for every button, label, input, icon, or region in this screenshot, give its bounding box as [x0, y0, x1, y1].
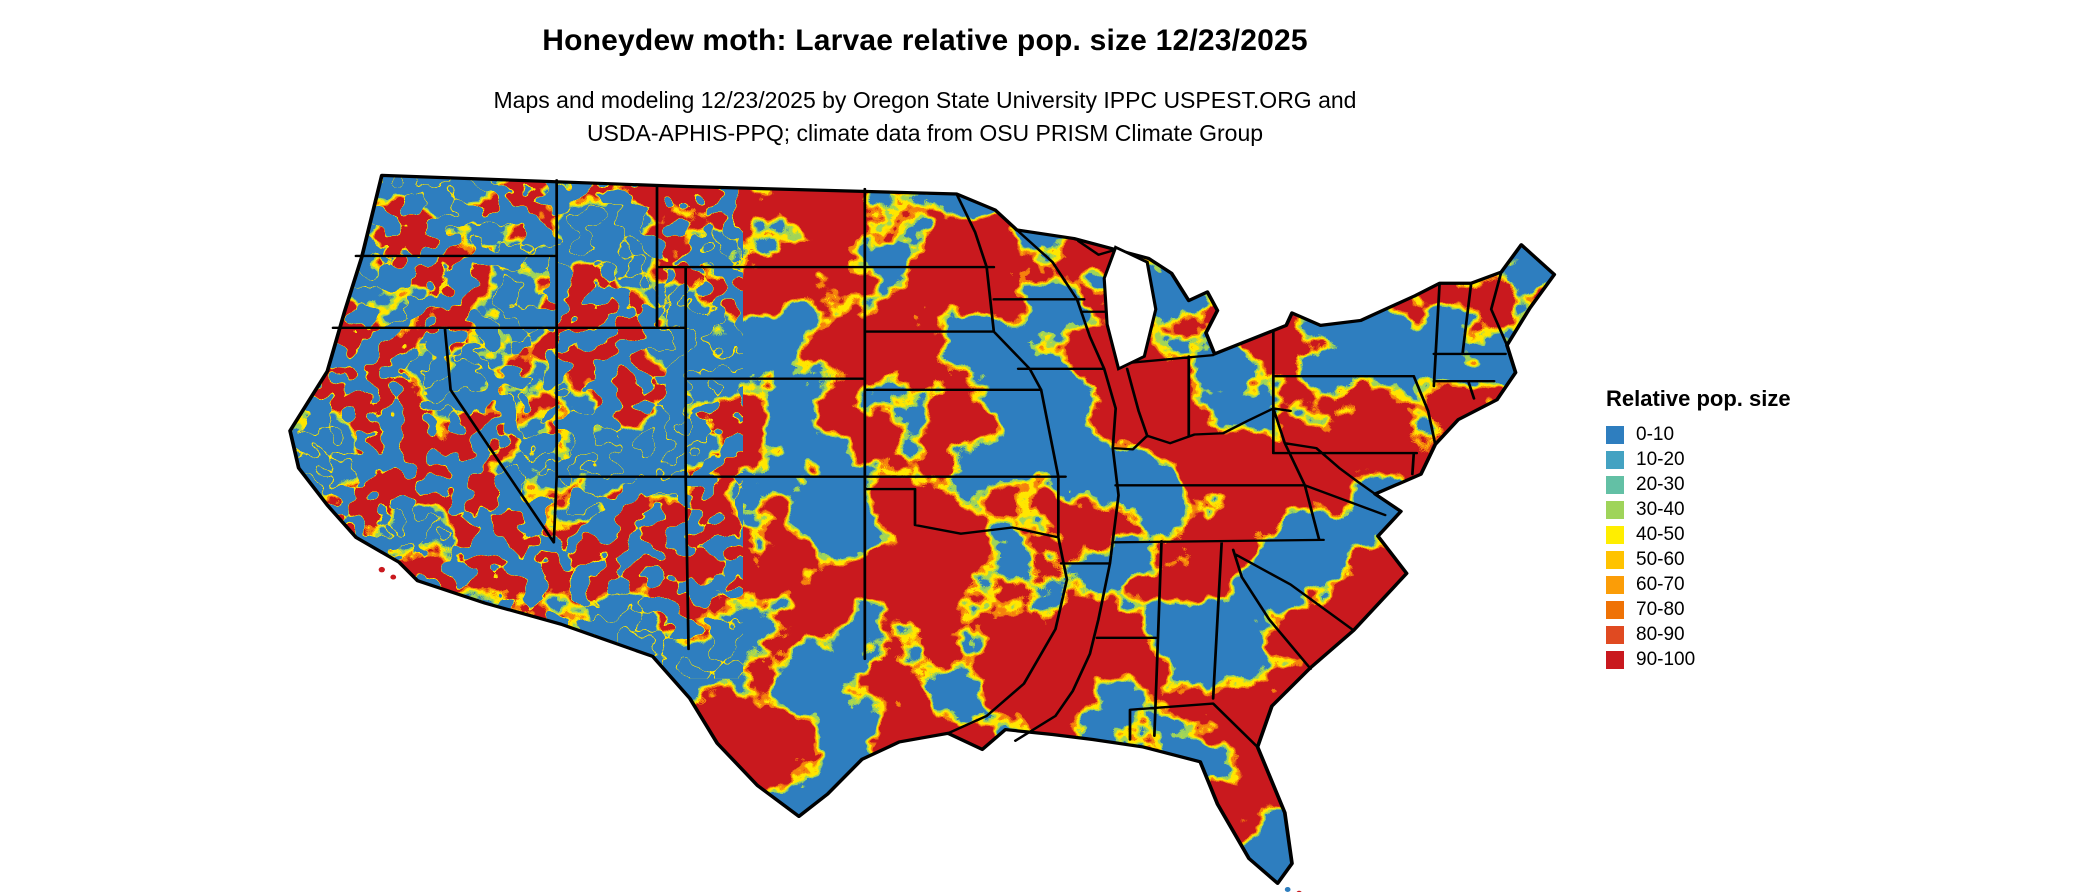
legend-item-label: 10-20 — [1636, 448, 1685, 470]
legend-swatch — [1606, 500, 1624, 519]
legend-title: Relative pop. size — [1606, 386, 1791, 411]
legend-item: 70-80 — [1606, 597, 1791, 622]
legend-item-label: 80-90 — [1636, 623, 1685, 645]
legend-swatch — [1606, 550, 1624, 569]
state-borders — [331, 179, 1509, 747]
legend-swatch — [1606, 625, 1624, 644]
legend-item: 50-60 — [1606, 547, 1791, 572]
legend-item-label: 50-60 — [1636, 548, 1685, 570]
legend-item-label: 20-30 — [1636, 473, 1685, 495]
legend-item-label: 30-40 — [1636, 498, 1685, 520]
map-layer-west-speckle-blue — [290, 175, 743, 679]
legend-item: 10-20 — [1606, 447, 1791, 472]
channel-island-dot — [378, 566, 385, 573]
legend-item: 90-100 — [1606, 647, 1791, 672]
legend-swatch — [1606, 475, 1624, 494]
legend-swatch — [1606, 450, 1624, 469]
florida-keys-dot — [1284, 887, 1291, 892]
figure-subtitle-line2: USDA-APHIS-PPQ; climate data from OSU PR… — [586, 120, 1264, 146]
legend-item-label: 40-50 — [1636, 523, 1685, 545]
figure-subtitle: Maps and modeling 12/23/2025 by Oregon S… — [0, 84, 1850, 150]
legend-item-label: 70-80 — [1636, 598, 1685, 620]
us-map-svg — [288, 173, 1557, 892]
legend-swatch — [1606, 425, 1624, 444]
legend-swatch — [1606, 575, 1624, 594]
legend-item: 20-30 — [1606, 472, 1791, 497]
legend-item: 60-70 — [1606, 572, 1791, 597]
figure-subtitle-line1: Maps and modeling 12/23/2025 by Oregon S… — [493, 87, 1357, 113]
legend-item-label: 90-100 — [1636, 648, 1696, 670]
legend-item: 0-10 — [1606, 422, 1791, 447]
us-outline — [288, 173, 1557, 885]
legend-swatch — [1606, 600, 1624, 619]
us-map-container — [270, 158, 1560, 892]
figure-title: Honeydew moth: Larvae relative pop. size… — [542, 24, 1308, 57]
legend-item: 40-50 — [1606, 522, 1791, 547]
legend-item-label: 60-70 — [1636, 573, 1685, 595]
legend-swatch — [1606, 525, 1624, 544]
legend-item: 30-40 — [1606, 497, 1791, 522]
legend-item-label: 0-10 — [1636, 423, 1675, 445]
lake-michigan — [1102, 245, 1158, 371]
map-legend: Relative pop. size 0-10 10-20 20-30 30-4… — [1606, 386, 1791, 672]
legend-swatch — [1606, 650, 1624, 669]
channel-island-dot — [390, 574, 397, 580]
legend-item: 80-90 — [1606, 622, 1791, 647]
